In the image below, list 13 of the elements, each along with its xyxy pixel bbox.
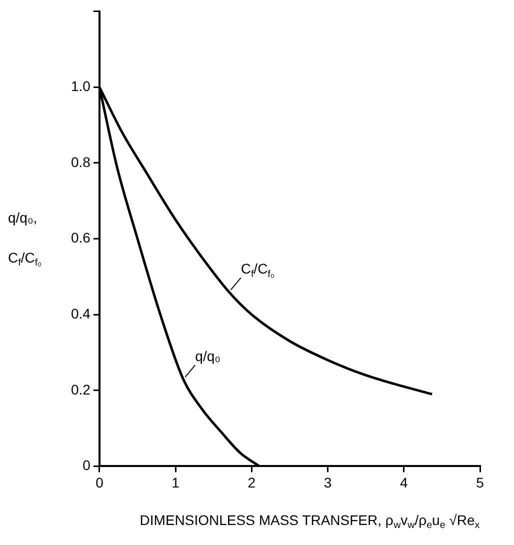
y-tick-label: 0.8 (70, 154, 91, 170)
x-tick-label: 1 (172, 474, 180, 490)
x-tick-label: 0 (96, 474, 104, 490)
y-tick-label: 0 (82, 457, 91, 474)
x-tick-label: 2 (248, 474, 256, 490)
x-tick-label: 5 (476, 474, 484, 490)
y-tick-label: 0.6 (70, 230, 91, 246)
x-tick-label: 3 (324, 474, 332, 490)
series-label: q/q₀ (195, 348, 221, 364)
x-tick-label: 4 (400, 474, 408, 490)
y-tick-label: 1.0 (70, 78, 91, 94)
y-tick-label: 0.4 (70, 305, 91, 322)
y-tick-label: 0.2 (70, 381, 91, 398)
